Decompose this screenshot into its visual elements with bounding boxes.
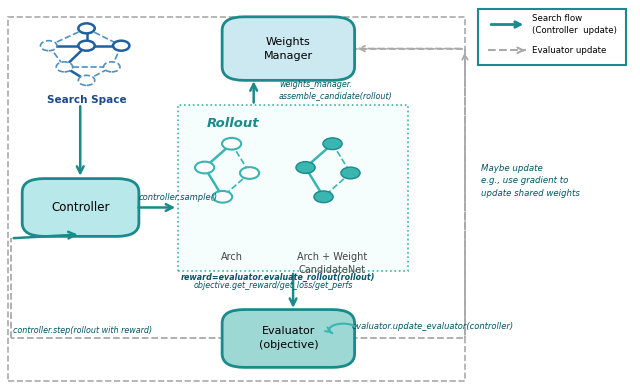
- Circle shape: [296, 162, 315, 173]
- FancyBboxPatch shape: [222, 17, 355, 80]
- Circle shape: [78, 23, 95, 33]
- Circle shape: [40, 41, 57, 51]
- Circle shape: [113, 41, 129, 51]
- Bar: [178, 106, 408, 271]
- FancyBboxPatch shape: [222, 310, 355, 367]
- Text: reward=evaluator.evaluate_rollout(rollout): reward=evaluator.evaluate_rollout(rollou…: [181, 273, 376, 282]
- Text: Rollout: Rollout: [206, 117, 259, 130]
- Circle shape: [240, 167, 259, 179]
- Text: objective.get_reward/get_loss/get_perfs: objective.get_reward/get_loss/get_perfs: [194, 281, 353, 291]
- FancyBboxPatch shape: [22, 178, 139, 236]
- Circle shape: [56, 62, 73, 72]
- Text: Search Space: Search Space: [47, 95, 126, 105]
- Text: Arch + Weight
CandidateNet: Arch + Weight CandidateNet: [298, 252, 367, 275]
- Circle shape: [323, 138, 342, 150]
- Text: Arch: Arch: [221, 252, 243, 262]
- Text: Controller: Controller: [51, 201, 110, 214]
- Circle shape: [195, 162, 214, 173]
- Text: Weights
Manager: Weights Manager: [264, 36, 313, 61]
- Text: controller.step(rollout with reward): controller.step(rollout with reward): [13, 326, 152, 334]
- Circle shape: [341, 167, 360, 179]
- Circle shape: [78, 75, 95, 85]
- Text: weights_manager.
assemble_candidate(rollout): weights_manager. assemble_candidate(roll…: [279, 80, 393, 100]
- Circle shape: [104, 62, 120, 72]
- Circle shape: [213, 191, 232, 203]
- Circle shape: [314, 191, 333, 203]
- Text: Evaluator update: Evaluator update: [532, 46, 607, 55]
- Text: Evaluator
(objective): Evaluator (objective): [259, 326, 318, 350]
- Text: evaluator.update_evaluator(controller): evaluator.update_evaluator(controller): [351, 322, 513, 331]
- Text: controller.sample(): controller.sample(): [139, 194, 218, 203]
- Text: Maybe update
e.g., use gradient to
update shared weights: Maybe update e.g., use gradient to updat…: [481, 163, 580, 197]
- Text: Search flow
(Controller  update): Search flow (Controller update): [532, 14, 618, 35]
- Bar: [8, 17, 465, 381]
- Circle shape: [222, 138, 241, 150]
- Bar: [477, 9, 626, 65]
- Circle shape: [78, 41, 95, 51]
